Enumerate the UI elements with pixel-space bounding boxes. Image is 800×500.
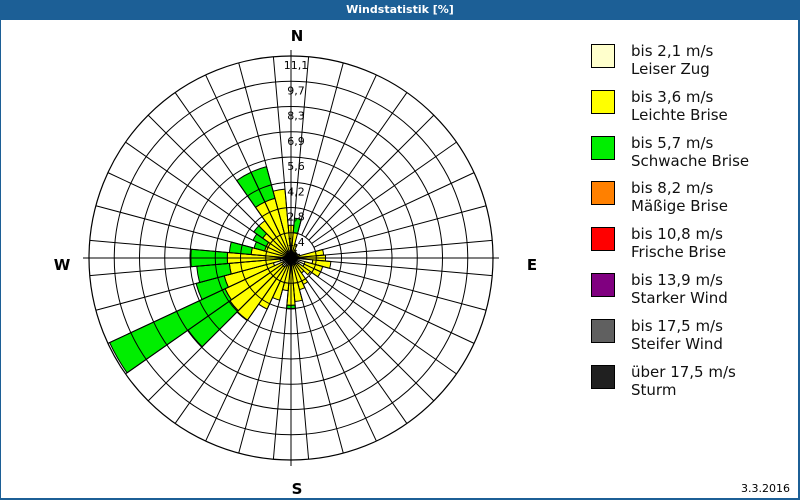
legend-item: bis 2,1 m/s Leiser Zug: [589, 42, 789, 88]
wind-rose-chart: 1,4 2,8 4,2 5,6 6,9 8,3 9,7 11,1 N S W E: [54, 27, 537, 498]
chart-panel: 1,4 2,8 4,2 5,6 6,9 8,3 9,7 11,1 N S W E bis 2,…: [1, 20, 798, 498]
grid-spoke: [95, 264, 267, 311]
legend-label: bis 2,1 m/s Leiser Zug: [631, 42, 714, 78]
legend-item: bis 3,6 m/s Leichte Brise: [589, 88, 789, 134]
grid-spoke: [205, 280, 281, 442]
legend-swatch: [591, 227, 615, 252]
legend-item: bis 10,8 m/s Frische Brise: [589, 225, 789, 271]
grid-spoke: [316, 259, 493, 277]
grid-spoke: [292, 283, 310, 460]
legend-item: bis 17,5 m/s Steifer Wind: [589, 317, 789, 363]
radial-tick-label: 2,8: [287, 211, 305, 224]
radial-tick-label: 11,1: [284, 59, 309, 72]
grid-spoke: [238, 282, 285, 454]
legend-label: bis 8,2 m/s Mäßige Brise: [631, 179, 728, 216]
grid-spoke: [272, 283, 290, 460]
grid-spoke: [272, 56, 290, 233]
grid-spoke: [205, 74, 281, 236]
grid-spoke: [107, 172, 269, 248]
radial-tick-labels: 1,4 2,8 4,2 5,6 6,9 8,3 9,7 11,1: [284, 59, 309, 249]
grid-spoke: [89, 259, 266, 277]
grid-spoke: [292, 56, 310, 233]
grid-spoke: [301, 280, 377, 442]
radial-tick-label: 5,6: [287, 160, 305, 173]
legend-item: bis 13,9 m/s Starker Wind: [589, 271, 789, 317]
compass-south: S: [292, 480, 303, 498]
grid-spoke: [297, 62, 344, 234]
grid-spoke: [313, 268, 475, 344]
grid-spoke: [315, 264, 487, 311]
legend-label: über 17,5 m/s Sturm: [631, 362, 736, 399]
grid-spoke: [174, 92, 277, 238]
radial-tick-label: 4,2: [287, 185, 305, 198]
grid-spoke: [174, 278, 277, 424]
grid-spoke: [316, 239, 493, 257]
window-title: Windstatistik [%]: [0, 0, 800, 20]
legend-swatch: [591, 135, 615, 160]
legend-label: bis 17,5 m/s Steifer Wind: [631, 316, 723, 353]
legend-swatch: [591, 89, 615, 114]
grid-spoke: [95, 205, 267, 252]
legend-swatch: [591, 364, 615, 389]
legend-item: bis 5,7 m/s Schwache Brise: [589, 134, 789, 180]
date-label: 3.3.2016: [741, 482, 790, 495]
compass-east: E: [527, 256, 537, 274]
petal-segment: [291, 243, 298, 254]
compass-north: N: [291, 27, 304, 45]
legend-label: bis 13,9 m/s Starker Wind: [631, 271, 728, 307]
legend-swatch: [591, 273, 615, 297]
radial-tick-label: 9,7: [287, 84, 305, 97]
grid-spoke: [311, 272, 457, 375]
grid-spoke: [315, 205, 487, 252]
legend-label: bis 3,6 m/s Leichte Brise: [631, 87, 728, 124]
grid-spoke: [305, 278, 408, 424]
legend-label: bis 5,7 m/s Schwache Brise: [631, 133, 750, 170]
grid-spoke: [147, 275, 274, 402]
legend-label: bis 10,8 m/s Frische Brise: [631, 225, 727, 262]
radial-tick-label: 8,3: [287, 110, 305, 123]
radial-tick-label: 6,9: [287, 135, 305, 148]
grid-spoke: [147, 114, 274, 241]
legend-item: bis 8,2 m/s Mäßige Brise: [589, 179, 789, 225]
compass-west: W: [54, 256, 71, 274]
legend-swatch: [591, 44, 615, 68]
petal-segment: [296, 262, 312, 276]
grid-spoke: [297, 282, 344, 454]
grid-spoke: [125, 272, 271, 375]
wind-rose-grid: [83, 50, 499, 466]
grid-spoke: [308, 275, 435, 402]
grid-spoke: [311, 141, 457, 244]
radial-tick-label: 1,4: [287, 236, 305, 249]
grid-spoke: [308, 114, 435, 241]
grid-spoke: [238, 62, 285, 234]
grid-spoke: [305, 92, 408, 238]
grid-spoke: [89, 239, 266, 257]
legend-swatch: [591, 318, 615, 343]
legend-swatch: [591, 181, 615, 206]
grid-spoke: [125, 141, 271, 244]
legend-item: über 17,5 m/s Sturm: [589, 363, 789, 409]
grid-spoke: [301, 74, 377, 236]
grid-spoke: [107, 268, 269, 344]
grid-spoke: [313, 172, 475, 248]
wind-rose-petals: [108, 165, 332, 374]
